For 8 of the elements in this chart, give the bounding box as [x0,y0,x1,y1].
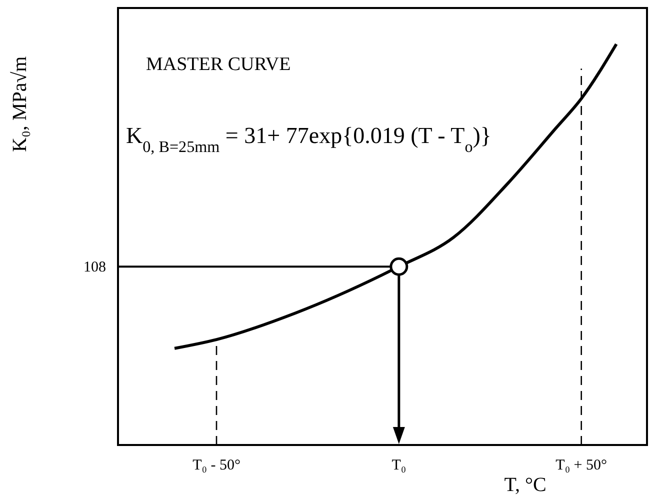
x-axis-title: T, °C [504,474,546,496]
annotation: K$_{0, B=25mm}$ = 31+ 77exp{0.019 (T - T$_{o}$)} [126,123,492,156]
annotation: MASTER CURVE [146,54,291,75]
x-tick-label: T₀ + 50° [556,458,608,474]
x-tick-label: T₀ [392,458,406,474]
x-tick-label: T₀ - 50° [192,458,240,474]
text: 108 [84,260,106,276]
y-axis-title: K₀, MPa√m [9,56,31,152]
